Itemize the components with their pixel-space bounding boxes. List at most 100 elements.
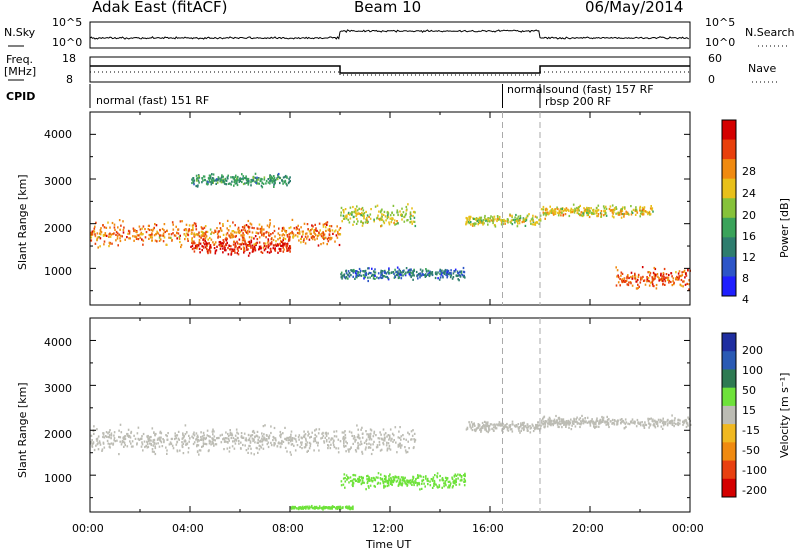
velocity-cell bbox=[395, 480, 398, 483]
velocity-cell bbox=[313, 437, 315, 440]
velocity-cell bbox=[201, 445, 203, 448]
power-cell bbox=[646, 276, 648, 279]
power-cell bbox=[218, 241, 221, 244]
power-cell bbox=[340, 276, 343, 279]
power-cell bbox=[370, 272, 372, 275]
velocity-cell bbox=[162, 438, 164, 441]
power-cell bbox=[364, 269, 367, 272]
velocity-cell bbox=[476, 427, 478, 430]
velocity-cell bbox=[679, 419, 681, 422]
velocity-cell bbox=[196, 445, 198, 448]
velocity-cell bbox=[387, 442, 390, 445]
velocity-cell bbox=[253, 431, 256, 434]
velocity-cell bbox=[343, 431, 345, 434]
power-cell bbox=[149, 233, 152, 237]
power-cell bbox=[531, 223, 534, 226]
velocity-cell bbox=[429, 484, 432, 487]
power-cell bbox=[510, 221, 512, 224]
power-cell bbox=[259, 179, 262, 182]
power-cell bbox=[193, 235, 196, 238]
power-cell bbox=[222, 233, 225, 236]
velocity-cell bbox=[188, 434, 190, 437]
velocity-cell bbox=[582, 419, 585, 422]
power-cell bbox=[284, 175, 286, 179]
power-cell bbox=[416, 275, 418, 278]
power-cell bbox=[221, 179, 223, 182]
velocity-cell bbox=[213, 444, 215, 447]
velocity-cell bbox=[235, 428, 238, 431]
power-panel-data bbox=[90, 172, 691, 291]
power-cell bbox=[151, 239, 153, 242]
power-cell bbox=[214, 179, 217, 182]
velocity-cell bbox=[298, 506, 300, 509]
power-cell bbox=[354, 207, 357, 211]
velocity-cell bbox=[231, 445, 234, 448]
power-cell bbox=[284, 242, 286, 245]
power-cell bbox=[217, 235, 220, 238]
power-cell bbox=[277, 172, 280, 176]
velocity-cell bbox=[287, 439, 289, 442]
power-cell bbox=[295, 228, 298, 231]
power-cell bbox=[403, 269, 405, 272]
velocity-cell bbox=[346, 478, 348, 481]
power-cell bbox=[426, 270, 428, 273]
power-cell bbox=[241, 234, 243, 237]
power-cell bbox=[581, 214, 584, 218]
velocity-cell bbox=[487, 421, 489, 424]
velocity-cell bbox=[286, 450, 288, 453]
power-cell bbox=[94, 242, 97, 245]
power-cell bbox=[274, 179, 276, 182]
power-cell bbox=[260, 229, 263, 232]
power-cell bbox=[673, 281, 675, 284]
velocity-cell bbox=[317, 444, 319, 447]
velocity-cell bbox=[582, 422, 585, 425]
power-cell bbox=[579, 204, 581, 207]
power-cell bbox=[109, 235, 112, 238]
power-cell bbox=[245, 224, 248, 227]
velocity-cell bbox=[377, 476, 379, 479]
power-cell bbox=[544, 212, 547, 215]
power-cell bbox=[151, 229, 154, 232]
velocity-cell bbox=[387, 481, 390, 484]
power-cell bbox=[184, 228, 187, 231]
velocity-cell bbox=[212, 433, 214, 436]
power-cell bbox=[259, 245, 262, 248]
velocity-cell bbox=[383, 474, 386, 478]
velocity-cell bbox=[369, 484, 372, 487]
velocity-cell bbox=[386, 441, 388, 444]
vel-cbar-tick-m100: -100 bbox=[742, 464, 767, 477]
power-cell bbox=[248, 181, 250, 184]
power-cell bbox=[506, 218, 509, 221]
vel-cbar-tick-100: 100 bbox=[742, 364, 763, 377]
power-cell bbox=[360, 208, 363, 211]
velocity-cell bbox=[416, 482, 419, 485]
power-cell bbox=[651, 208, 653, 211]
velocity-cell bbox=[366, 443, 368, 446]
power-cell bbox=[223, 182, 226, 185]
velocity-cell bbox=[329, 506, 332, 509]
velocity-cell bbox=[655, 420, 657, 423]
power-cell bbox=[268, 226, 270, 229]
velocity-cell bbox=[586, 416, 589, 419]
velocity-cell bbox=[439, 474, 441, 478]
velocity-cell bbox=[379, 431, 381, 434]
power-cell bbox=[90, 233, 92, 236]
power-cell bbox=[492, 218, 494, 221]
power-cell bbox=[539, 214, 542, 217]
power-cell bbox=[219, 177, 221, 180]
velocity-cell bbox=[522, 423, 525, 427]
velocity-cell bbox=[369, 437, 372, 440]
velocity-cell bbox=[383, 439, 385, 442]
power-cell bbox=[213, 231, 215, 235]
velocity-cell bbox=[344, 486, 346, 489]
power-cell bbox=[272, 232, 274, 235]
velocity-cell bbox=[252, 439, 254, 443]
power-cell bbox=[672, 277, 675, 280]
velocity-cell bbox=[644, 423, 647, 426]
velocity-cell bbox=[372, 435, 375, 438]
power-cell bbox=[286, 184, 288, 187]
summary-lines bbox=[8, 29, 790, 108]
velocity-cell bbox=[400, 438, 402, 441]
power-cell bbox=[225, 236, 227, 239]
velocity-cell bbox=[90, 442, 92, 445]
